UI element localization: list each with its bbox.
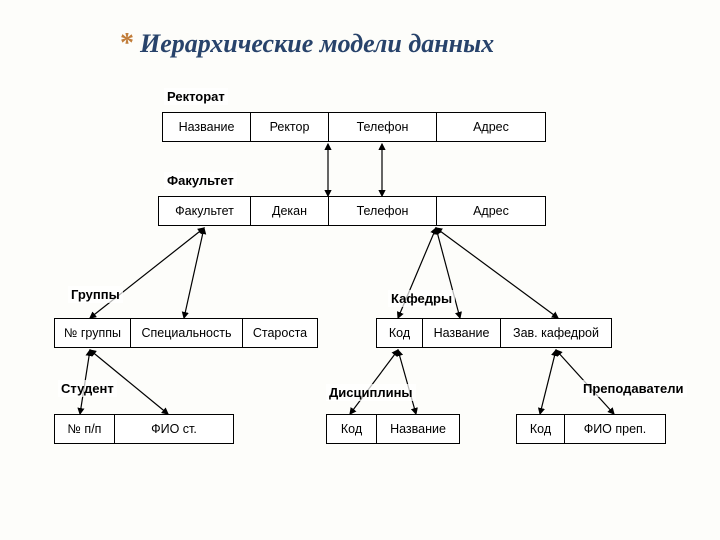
departments-label: Кафедры — [388, 290, 455, 307]
groups-cell-1: Специальность — [131, 319, 243, 347]
teachers-label: Преподаватели — [580, 380, 687, 397]
disciplines-cell-0: Код — [327, 415, 377, 443]
faculty-cell-2: Телефон — [329, 197, 437, 225]
student-cell-1: ФИО ст. — [115, 415, 233, 443]
groups-cell-2: Староста — [243, 319, 317, 347]
rectorate-cell-1: Ректор — [251, 113, 329, 141]
faculty-cell-0: Факультет — [159, 197, 251, 225]
disciplines-label: Дисциплины — [326, 384, 416, 401]
student-label: Студент — [58, 380, 117, 397]
title-asterisk: * — [120, 28, 134, 60]
page-title: * Иерархические модели данных — [120, 28, 494, 60]
rectorate-cell-0: Название — [163, 113, 251, 141]
student-row: № п/пФИО ст. — [54, 414, 234, 444]
groups-label: Группы — [68, 286, 123, 303]
faculty-cell-3: Адрес — [437, 197, 545, 225]
disciplines-row: КодНазвание — [326, 414, 460, 444]
rectorate-label: Ректорат — [164, 88, 228, 105]
faculty-label: Факультет — [164, 172, 237, 189]
disciplines-cell-1: Название — [377, 415, 459, 443]
student-cell-0: № п/п — [55, 415, 115, 443]
groups-row: № группыСпециальностьСтароста — [54, 318, 318, 348]
teachers-cell-1: ФИО преп. — [565, 415, 665, 443]
faculty-cell-1: Декан — [251, 197, 329, 225]
connectors-layer — [0, 0, 720, 540]
groups-cell-0: № группы — [55, 319, 131, 347]
teachers-row: КодФИО преп. — [516, 414, 666, 444]
departments-cell-0: Код — [377, 319, 423, 347]
rectorate-row: НазваниеРекторТелефонАдрес — [162, 112, 546, 142]
departments-cell-2: Зав. кафедрой — [501, 319, 611, 347]
departments-row: КодНазваниеЗав. кафедрой — [376, 318, 612, 348]
departments-cell-1: Название — [423, 319, 501, 347]
rectorate-cell-2: Телефон — [329, 113, 437, 141]
teachers-cell-0: Код — [517, 415, 565, 443]
faculty-row: ФакультетДеканТелефонАдрес — [158, 196, 546, 226]
rectorate-cell-3: Адрес — [437, 113, 545, 141]
title-text: Иерархические модели данных — [140, 29, 494, 59]
